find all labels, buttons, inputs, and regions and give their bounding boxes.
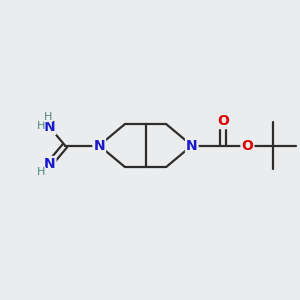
Text: H: H [37,121,45,130]
Text: N: N [93,139,105,152]
Text: N: N [44,120,56,134]
Text: O: O [217,114,229,128]
Text: H: H [44,112,52,122]
Text: O: O [242,139,254,152]
Text: H: H [37,167,46,177]
Text: N: N [44,157,56,171]
Text: N: N [186,139,198,152]
